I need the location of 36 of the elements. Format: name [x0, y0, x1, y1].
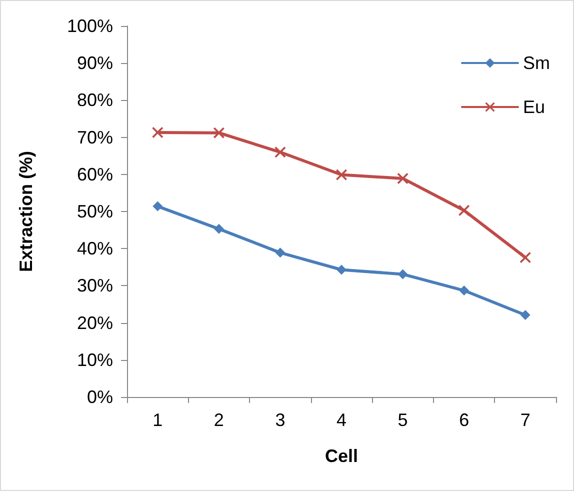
point — [213, 127, 224, 138]
x-tick-label: 7 — [520, 410, 530, 430]
point — [152, 126, 164, 138]
point — [152, 201, 163, 212]
x-tick-label: 5 — [398, 410, 408, 430]
y-tick-label: 50% — [76, 202, 113, 222]
y-axis-title: Extraction (%) — [16, 150, 36, 272]
y-tick-label: 90% — [76, 53, 113, 74]
point — [459, 286, 470, 296]
point — [274, 146, 286, 158]
point — [520, 252, 531, 264]
point — [458, 204, 470, 216]
y-tick-label: 70% — [76, 127, 113, 148]
x-tick-label: 6 — [459, 410, 470, 430]
point — [275, 248, 286, 258]
x-tick-label: 4 — [336, 410, 347, 430]
x-axis-title: Cell — [324, 446, 358, 466]
y-tick-label: 30% — [76, 276, 113, 296]
legend-label: Eu — [523, 97, 546, 117]
point — [214, 224, 224, 234]
point — [398, 269, 408, 280]
point — [336, 169, 347, 180]
y-tick-label: 40% — [76, 238, 113, 259]
point — [520, 310, 530, 320]
x-tick-label: 3 — [275, 410, 286, 430]
point — [397, 172, 408, 184]
point — [336, 264, 346, 275]
x-tick-label: 2 — [214, 410, 224, 430]
x-tick-label: 1 — [152, 410, 163, 430]
y-tick-label: 10% — [76, 350, 113, 370]
y-tick-label: 0% — [86, 387, 113, 407]
y-tick-label: 80% — [76, 90, 113, 110]
y-tick-label: 60% — [76, 164, 113, 184]
y-tick-label: 20% — [76, 312, 113, 333]
y-tick-label: 100% — [66, 16, 113, 36]
legend-label: Sm — [523, 53, 550, 73]
